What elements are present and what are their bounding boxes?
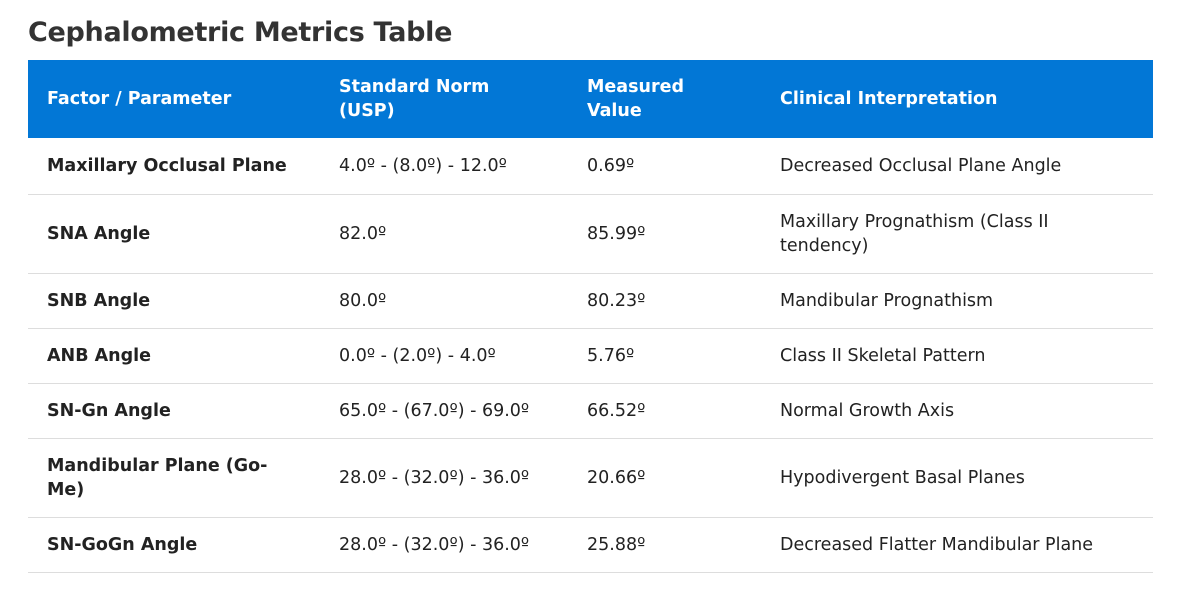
table-row: Mandibular Plane (Go-Me) 28.0º - (32.0º)… — [28, 438, 1153, 518]
interpretation-cell: Maxillary Prognathism (Class II tendency… — [761, 194, 1153, 274]
table-row: ANB Angle 0.0º - (2.0º) - 4.0º 5.76º Cla… — [28, 328, 1153, 384]
factor-cell: ANB Angle — [28, 328, 320, 384]
interpretation-cell: Class II Skeletal Pattern — [761, 328, 1153, 384]
interpretation-cell: Normal Growth Axis — [761, 383, 1153, 439]
measured-cell: 66.52º — [568, 383, 761, 439]
interpretation-cell: Hypodivergent Basal Planes — [761, 438, 1153, 518]
table-body: Maxillary Occlusal Plane 4.0º - (8.0º) -… — [28, 138, 1153, 573]
interpretation-cell: Decreased Flatter Mandibular Plane — [761, 517, 1153, 573]
norm-cell: 0.0º - (2.0º) - 4.0º — [320, 328, 568, 384]
measured-cell: 0.69º — [568, 138, 761, 195]
table-row: Maxillary Occlusal Plane 4.0º - (8.0º) -… — [28, 138, 1153, 195]
column-header-factor: Factor / Parameter — [47, 89, 232, 109]
table-row: SN-GoGn Angle 28.0º - (32.0º) - 36.0º 25… — [28, 517, 1153, 573]
metrics-table: Factor / Parameter Standard Norm (USP) M… — [28, 60, 1153, 573]
page-title: Cephalometric Metrics Table — [28, 17, 453, 48]
measured-cell: 80.23º — [568, 273, 761, 329]
interpretation-cell: Mandibular Prognathism — [761, 273, 1153, 329]
norm-cell: 28.0º - (32.0º) - 36.0º — [320, 438, 568, 518]
norm-cell: 65.0º - (67.0º) - 69.0º — [320, 383, 568, 439]
table-row: SNB Angle 80.0º 80.23º Mandibular Progna… — [28, 273, 1153, 329]
norm-cell: 80.0º — [320, 273, 568, 329]
measured-cell: 85.99º — [568, 194, 761, 274]
factor-cell: SN-Gn Angle — [28, 383, 320, 439]
factor-cell: SN-GoGn Angle — [28, 517, 320, 573]
table-header-row: Factor / Parameter Standard Norm (USP) M… — [28, 60, 1153, 138]
column-header-norm: Standard Norm (USP) — [339, 77, 490, 121]
norm-cell: 28.0º - (32.0º) - 36.0º — [320, 517, 568, 573]
column-header-interpretation: Clinical Interpretation — [780, 89, 998, 109]
table-header: Factor / Parameter Standard Norm (USP) M… — [28, 60, 1153, 138]
interpretation-cell: Decreased Occlusal Plane Angle — [761, 138, 1153, 195]
factor-cell: SNA Angle — [28, 194, 320, 274]
factor-cell: SNB Angle — [28, 273, 320, 329]
column-header-measured: Measured Value — [587, 77, 684, 121]
page-content: Cephalometric Metrics Table Factor / Par… — [28, 17, 1153, 573]
measured-cell: 5.76º — [568, 328, 761, 384]
factor-cell: Maxillary Occlusal Plane — [28, 138, 320, 195]
norm-cell: 82.0º — [320, 194, 568, 274]
table-row: SN-Gn Angle 65.0º - (67.0º) - 69.0º 66.5… — [28, 383, 1153, 439]
table-row: SNA Angle 82.0º 85.99º Maxillary Prognat… — [28, 194, 1153, 274]
measured-cell: 25.88º — [568, 517, 761, 573]
factor-cell: Mandibular Plane (Go-Me) — [28, 438, 320, 518]
norm-cell: 4.0º - (8.0º) - 12.0º — [320, 138, 568, 195]
measured-cell: 20.66º — [568, 438, 761, 518]
